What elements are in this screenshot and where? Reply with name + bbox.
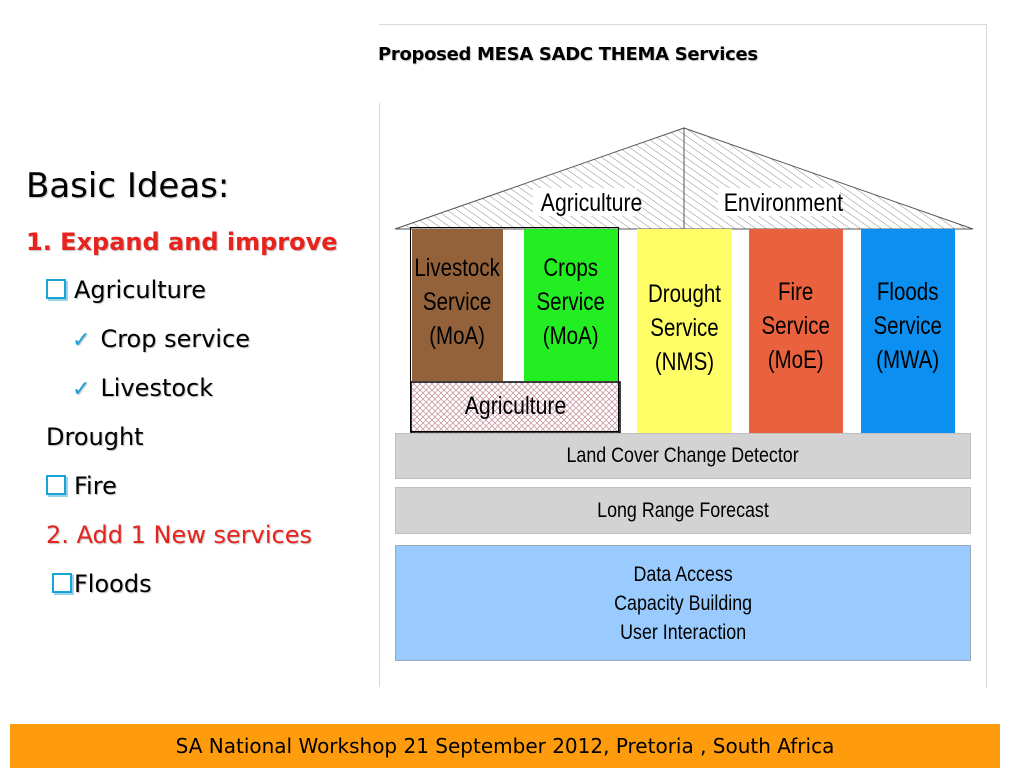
slide-heading: Basic Ideas: xyxy=(26,166,230,206)
livestock-line3: (MoA) xyxy=(429,322,486,350)
column-floods-service: Floods Service (MWA) xyxy=(861,229,955,433)
floods-line2: Service xyxy=(873,312,943,340)
checkbox-bullet-icon xyxy=(52,573,72,593)
bullet-fire-label: Fire xyxy=(74,472,117,500)
bullet-agriculture: Agriculture xyxy=(46,276,206,304)
bar-long-range-forecast: Long Range Forecast xyxy=(395,487,971,534)
fire-line3: (MoE) xyxy=(768,346,824,374)
roof-label-bg-right xyxy=(718,188,840,216)
column-crops-service: Crops Service (MoA) xyxy=(524,229,618,381)
bullet-floods: Floods xyxy=(52,570,152,598)
bar-data-access: Data Access Capacity Building User Inter… xyxy=(395,545,971,661)
fire-line1: Fire xyxy=(778,278,814,306)
data-access-line1: Data Access xyxy=(633,562,733,586)
data-access-line3: User Interaction xyxy=(619,620,746,644)
data-access-line2: Capacity Building xyxy=(614,591,752,615)
bullet-agriculture-label: Agriculture xyxy=(74,276,206,304)
bullet-fire: Fire xyxy=(46,472,117,500)
roof-label-bg-left xyxy=(533,188,637,216)
crops-line2: Service xyxy=(536,288,606,316)
livestock-line2: Service xyxy=(423,288,492,316)
long-range-label: Long Range Forecast xyxy=(597,498,769,522)
agriculture-group-outline xyxy=(410,227,619,432)
bullet-livestock: ✓ Livestock xyxy=(72,374,213,402)
livestock-line1: Livestock xyxy=(414,254,501,282)
drought-line1: Drought xyxy=(648,280,721,308)
agriculture-base-label: Agriculture xyxy=(464,392,567,420)
roof-label-agriculture: Agriculture xyxy=(540,189,643,217)
drought-line3: (NMS) xyxy=(654,348,715,376)
diagram-frame xyxy=(379,24,987,688)
column-livestock-service: Livestock Service (MoA) xyxy=(412,229,503,381)
bullet-livestock-label: Livestock xyxy=(100,374,214,402)
bullet-crop-service: ✓ Crop service xyxy=(72,325,250,353)
footer-banner: SA National Workshop 21 September 2012, … xyxy=(10,724,1000,768)
bullet-floods-label: Floods xyxy=(74,570,152,598)
checkmark-icon: ✓ xyxy=(72,328,91,353)
line-drought: Drought xyxy=(46,423,144,451)
crops-line3: (MoA) xyxy=(543,322,599,350)
bullet-crop-service-label: Crop service xyxy=(100,325,251,353)
checkbox-bullet-icon xyxy=(46,279,66,299)
crops-line1: Crops xyxy=(543,254,599,282)
roof-label-environment: Environment xyxy=(723,189,844,217)
diagram-title: Proposed MESA SADC THEMA Services xyxy=(378,44,758,65)
floods-line1: Floods xyxy=(877,278,939,306)
fire-line2: Service xyxy=(761,312,831,340)
checkbox-bullet-icon xyxy=(46,475,66,495)
land-cover-label: Land Cover Change Detector xyxy=(566,444,800,467)
diagram-frame-left-edge xyxy=(379,103,380,687)
column-drought-service: Drought Service (NMS) xyxy=(637,229,732,433)
footer-text: SA National Workshop 21 September 2012, … xyxy=(175,734,835,758)
point-expand-improve: 1. Expand and improve xyxy=(26,228,338,256)
drought-line2: Service xyxy=(650,314,719,342)
agri-base-pattern xyxy=(410,381,621,434)
column-fire-service: Fire Service (MoE) xyxy=(749,229,843,433)
floods-line3: (MWA) xyxy=(876,346,940,374)
bar-land-cover-change-detector: Land Cover Change Detector xyxy=(395,433,971,479)
point-add-new-services: 2. Add 1 New services xyxy=(46,521,312,549)
checkmark-icon: ✓ xyxy=(72,377,91,402)
